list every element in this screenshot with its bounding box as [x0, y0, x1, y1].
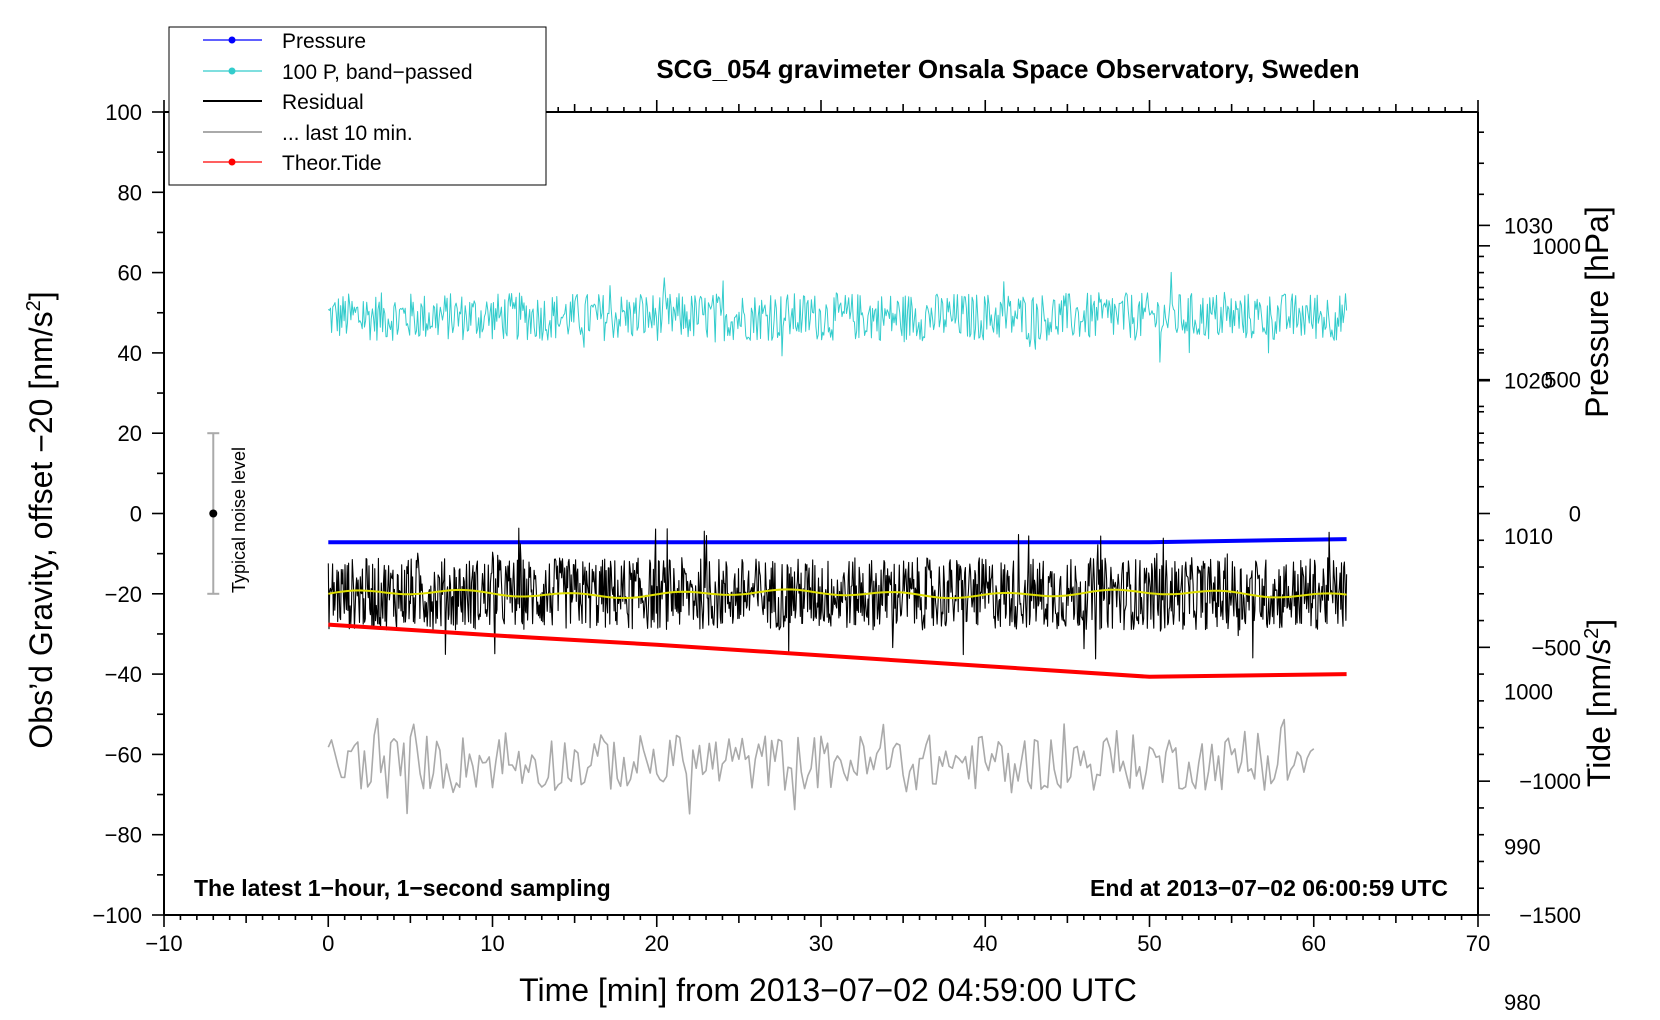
y-tick-label: 80: [118, 180, 142, 205]
x-tick-label: 30: [809, 931, 833, 956]
y-tick-label: 40: [118, 341, 142, 366]
legend: Pressure 100 P, band−passed Residual ...…: [168, 26, 547, 186]
series-lines: [327, 271, 1348, 815]
y-tick-label: −40: [105, 662, 142, 687]
chart-title: SCG_054 gravimeter Onsala Space Observat…: [656, 54, 1359, 84]
note-end-time: End at 2013−07−02 06:00:59 UTC: [1090, 875, 1448, 901]
axes: −10 0 10 20 30 40 50 60 70100806040200−20−40−60−…: [92, 100, 1581, 1015]
series-line-4: [328, 622, 1347, 679]
y-tick-label: 100: [105, 100, 142, 125]
pressure-tick-label: 1020: [1504, 369, 1553, 394]
svg-text:100 P, band−passed: 100 P, band−passed: [282, 61, 473, 84]
y-tick-label: −100: [92, 903, 142, 928]
x-tick-label: 60: [1302, 931, 1326, 956]
noise-bar-label: Typical noise level: [229, 447, 249, 593]
svg-text:Theor.Tide: Theor.Tide: [282, 152, 382, 175]
pressure-tick-label: 980: [1504, 990, 1541, 1015]
pressure-tick-label: 1000: [1504, 679, 1553, 704]
x-axis-label: Time [min] from 2013−07−02 04:59:00 UTC: [519, 972, 1137, 1008]
tide-tick-label: 1000: [1532, 234, 1581, 259]
pressure-tick-label: 990: [1504, 835, 1541, 860]
series-line-1: [327, 271, 1348, 363]
y-axis-label-left: Obs’d Gravity, offset −20 [nm/s2]: [23, 291, 59, 748]
svg-text:Pressure: Pressure: [282, 30, 366, 53]
y-tick-label: 60: [118, 261, 142, 286]
legend-entry-pressure: Pressure: [203, 30, 366, 53]
legend-entry-band-passed: 100 P, band−passed: [203, 61, 473, 84]
tide-tick-label: 0: [1569, 502, 1581, 527]
y-tick-label: −80: [105, 823, 142, 848]
svg-text:Residual: Residual: [282, 91, 364, 114]
note-sampling: The latest 1−hour, 1−second sampling: [194, 875, 611, 901]
y-tick-label: 0: [130, 502, 142, 527]
pressure-tick-label: 1030: [1504, 213, 1553, 238]
residual-smoothed-line: [328, 588, 1347, 600]
series-line-2: [327, 527, 1348, 660]
y-tick-label: 20: [118, 421, 142, 446]
tide-tick-label: −1000: [1519, 769, 1581, 794]
series-line-0: [328, 537, 1347, 545]
x-tick-label: 10: [480, 931, 504, 956]
series-line-3: [327, 717, 1315, 815]
x-tick-label: 0: [322, 931, 334, 956]
x-tick-label: −10: [145, 931, 182, 956]
svg-text:... last 10 min.: ... last 10 min.: [282, 122, 413, 145]
legend-entry-residual: Residual: [203, 91, 364, 114]
x-tick-label: 50: [1137, 931, 1161, 956]
legend-entry-last-10-min: ... last 10 min.: [203, 122, 413, 145]
x-tick-label: 70: [1466, 931, 1490, 956]
noise-bar-center: [209, 509, 218, 518]
legend-entry-theor-tide: Theor.Tide: [203, 152, 382, 175]
tide-tick-label: −500: [1531, 635, 1581, 660]
y-axis-label-pressure: Pressure [hPa]: [1579, 206, 1615, 418]
tide-tick-label: 500: [1544, 368, 1581, 393]
x-tick-label: 40: [973, 931, 997, 956]
pressure-tick-label: 1010: [1504, 524, 1553, 549]
tide-tick-label: −1500: [1519, 903, 1581, 928]
y-axis-label-tide: Tide [nm/s2]: [1581, 619, 1617, 787]
y-tick-label: −60: [105, 742, 142, 767]
y-tick-label: −20: [105, 582, 142, 607]
x-tick-label: 20: [645, 931, 669, 956]
